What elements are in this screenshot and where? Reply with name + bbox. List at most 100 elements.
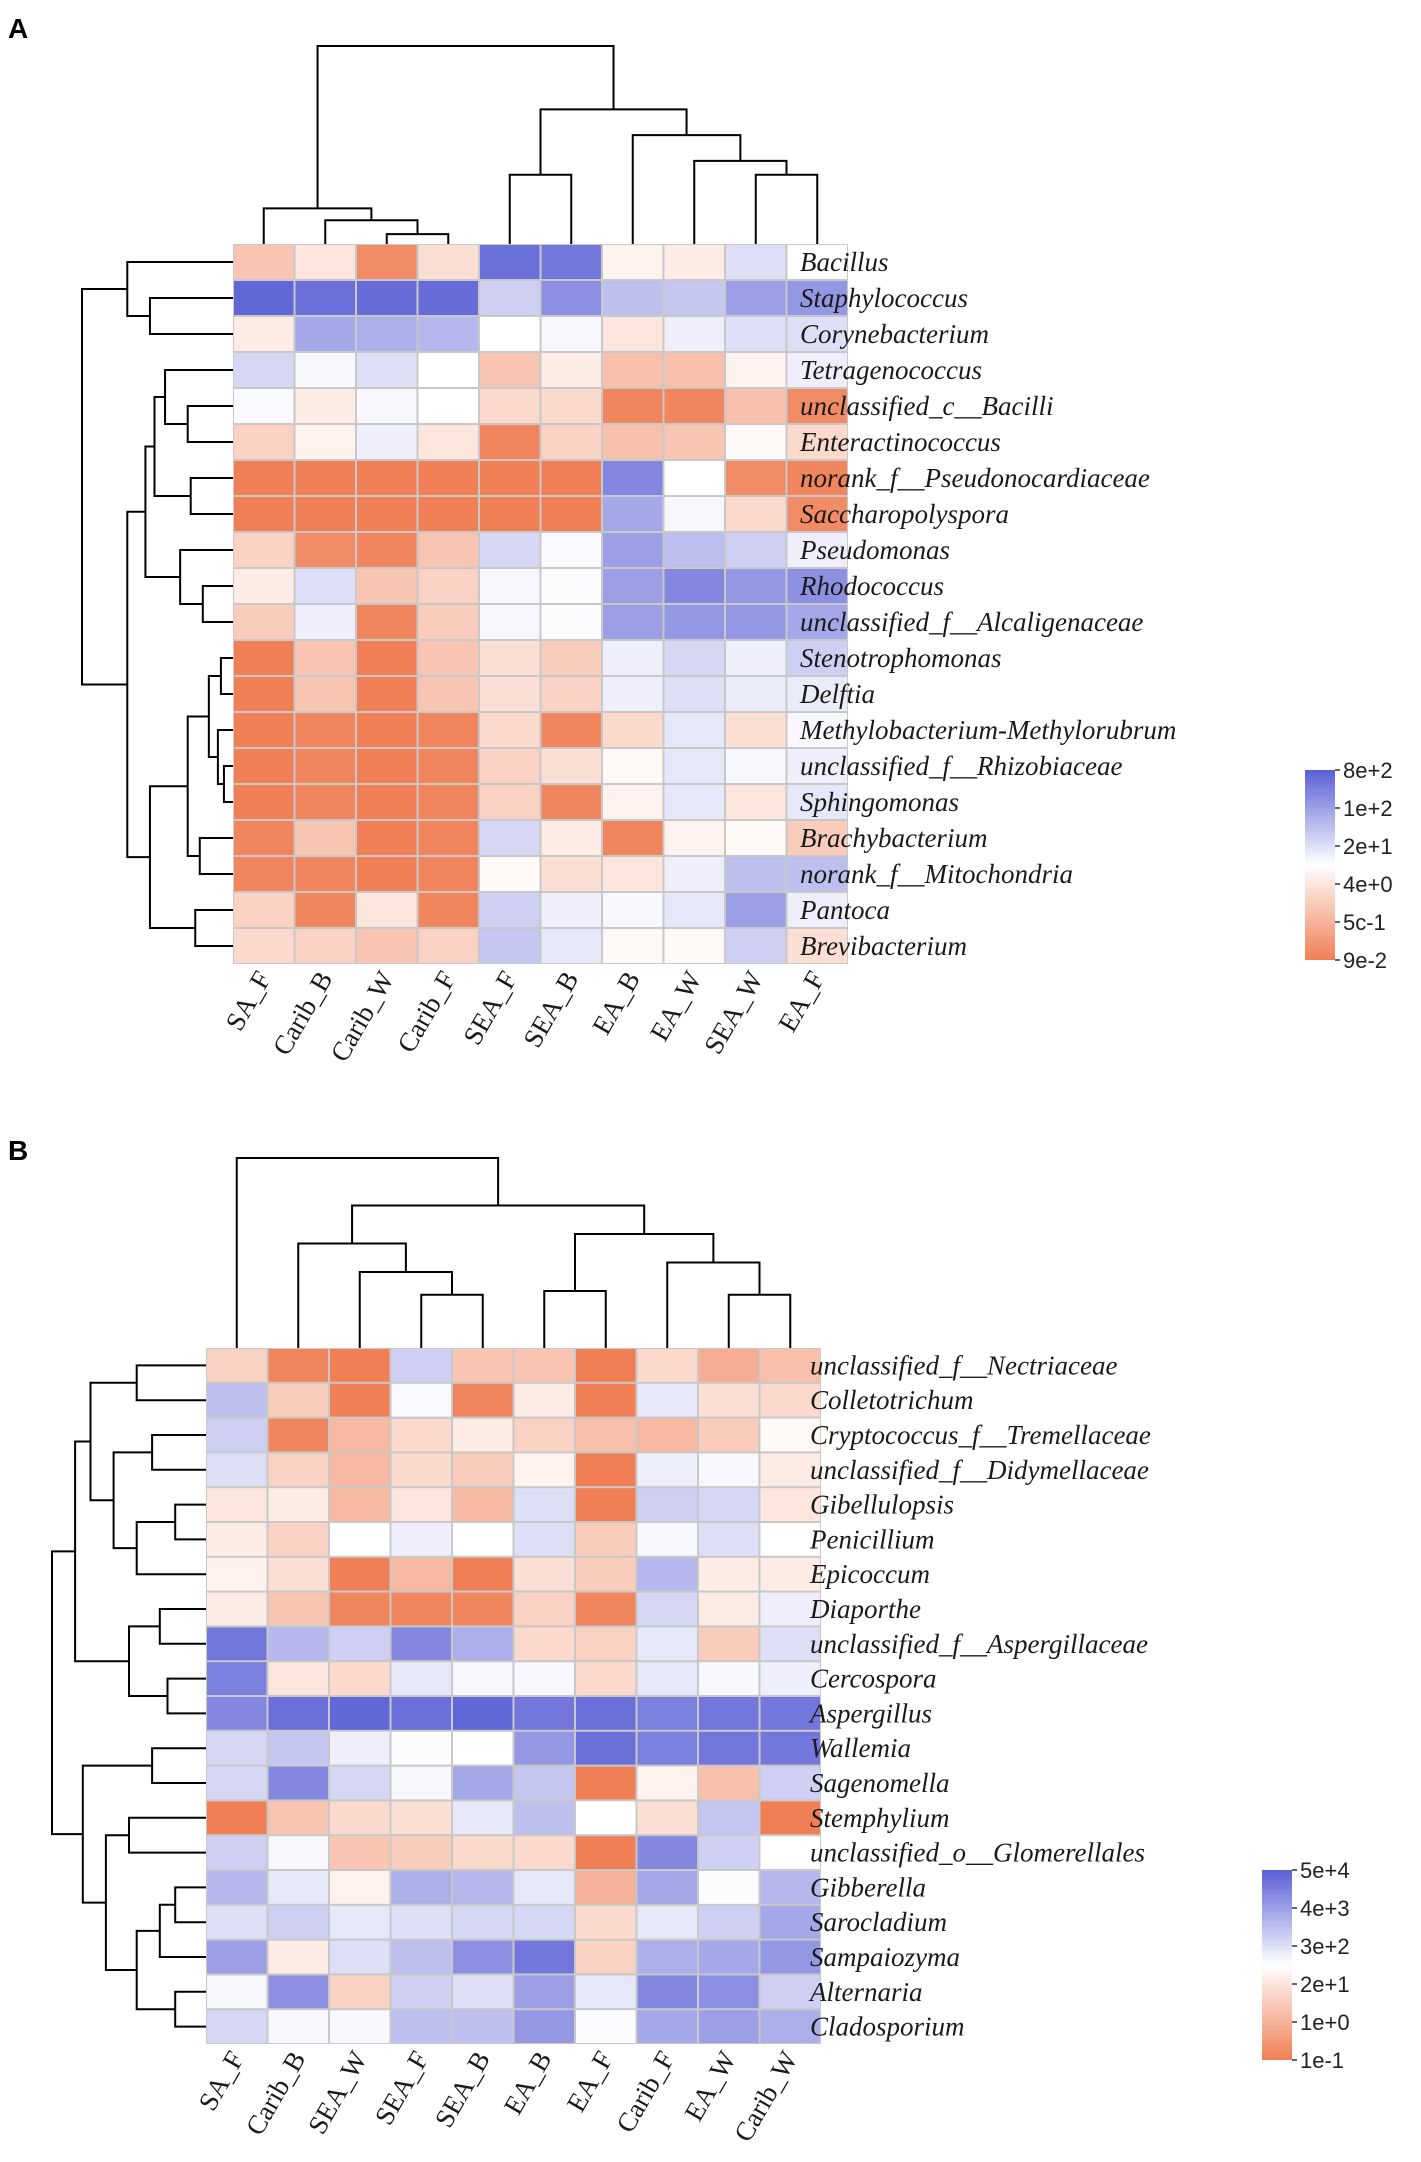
heatmap-cell (418, 857, 478, 891)
heatmap-cell (514, 1418, 574, 1452)
heatmap-background (206, 1348, 821, 2044)
heatmap-cell (603, 749, 663, 783)
heatmap-cell (357, 281, 417, 315)
heatmap-cell (664, 785, 724, 819)
heatmap-cell (637, 1766, 697, 1800)
heatmap-cell (637, 1801, 697, 1835)
heatmap-cell (418, 281, 478, 315)
heatmap-cell (637, 1557, 697, 1591)
heatmap-cell (514, 1940, 574, 1974)
row-label-tetragenococcus: Tetragenococcus (800, 355, 982, 385)
row-dendrogram-branch (151, 1434, 206, 1471)
heatmap-cell (453, 1801, 513, 1835)
heatmap-cell (576, 1453, 636, 1487)
heatmap-cell (699, 1627, 759, 1661)
row-label-delftia: Delftia (799, 679, 875, 709)
column-dendrogram-branch (754, 173, 819, 244)
row-label-alternaria: Alternaria (808, 1977, 923, 2007)
heatmap-cell (330, 1557, 390, 1591)
heatmap-cell (330, 1383, 390, 1417)
heatmap-cell (787, 425, 847, 459)
heatmap-cell (787, 461, 847, 495)
heatmap-cell (268, 1592, 328, 1626)
heatmap-cell (726, 497, 786, 531)
row-label-unclassified-f-didymellaceae: unclassified_f__Didymellaceae (810, 1455, 1149, 1485)
heatmap-cell (514, 1523, 574, 1556)
heatmap-cell (453, 1697, 513, 1730)
heatmap-cell (234, 821, 294, 855)
heatmap-cell (541, 389, 601, 423)
heatmap-cell (234, 569, 294, 603)
heatmap-cell (576, 1871, 636, 1904)
heatmap-cell (664, 533, 724, 567)
heatmap-cell (268, 1766, 328, 1800)
row-dendrogram-branch (153, 396, 191, 497)
heatmap-cell (453, 1523, 513, 1556)
heatmap-cell (207, 1801, 267, 1835)
heatmap-cell (418, 749, 478, 783)
heatmap-cell (603, 929, 663, 963)
heatmap-cell (357, 893, 417, 927)
column-label-ea-b: EA_B (586, 966, 646, 1039)
heatmap-cell (726, 605, 786, 639)
heatmap-cell (726, 677, 786, 711)
heatmap-cell (787, 677, 847, 711)
heatmap-cell (418, 713, 478, 747)
row-dendrogram-branch (148, 297, 233, 335)
row-dendrogram-branch (207, 675, 221, 758)
heatmap-cell (391, 1627, 451, 1661)
heatmap-cell (603, 677, 663, 711)
heatmap-cell (453, 1975, 513, 2009)
heatmap-cell (418, 893, 478, 927)
row-label-norank-f-pseudonocardiaceae: norank_f__Pseudonocardiaceae (800, 463, 1150, 493)
heatmap-cell (418, 605, 478, 639)
row-dendrogram-branch (174, 1990, 206, 2028)
legend-tick-label: 4e+0 (1343, 872, 1393, 897)
heatmap-cell (541, 713, 601, 747)
heatmap-cell (480, 641, 540, 675)
heatmap-cell (664, 425, 724, 459)
heatmap-cell (357, 713, 417, 747)
heatmap-cell (760, 1488, 820, 1521)
heatmap-cell (726, 461, 786, 495)
heatmap-cell (637, 1975, 697, 2009)
heatmap-cell (726, 389, 786, 423)
column-label-carib-f: Carib_F (391, 966, 461, 1058)
heatmap-cell (234, 857, 294, 891)
heatmap-cell (726, 893, 786, 927)
legend-tick-label: 1e+0 (1300, 2010, 1350, 2035)
column-label-sea-f: SEA_F (369, 2046, 435, 2130)
heatmap-cell (726, 425, 786, 459)
heatmap-cell (234, 389, 294, 423)
heatmap-cell (699, 1975, 759, 2009)
row-label-rhodococcus: Rhodococcus (799, 571, 944, 601)
heatmap-cell (787, 641, 847, 675)
row-label-cercospora: Cercospora (810, 1664, 937, 1694)
column-dendrogram-branch (351, 1204, 646, 1244)
heatmap-cell (268, 1836, 328, 1869)
heatmap-cell (760, 1871, 820, 1904)
heatmap-cell (418, 569, 478, 603)
heatmap-cell (453, 1662, 513, 1695)
heatmap-cell (760, 1627, 820, 1661)
row-dendrogram-branch (219, 657, 233, 695)
heatmap-cell (357, 749, 417, 783)
heatmap-cell (664, 461, 724, 495)
heatmap-cell (357, 317, 417, 351)
heatmap-cell (726, 857, 786, 891)
heatmap-cell (330, 1940, 390, 1974)
heatmap-cell (391, 1801, 451, 1835)
heatmap-cell (480, 677, 540, 711)
row-label-epicoccum: Epicoccum (809, 1559, 930, 1589)
row-dendrogram-branch (81, 288, 128, 686)
heatmap-cell (268, 1940, 328, 1974)
heatmap-cell (664, 317, 724, 351)
column-dendrogram-branch (324, 219, 419, 244)
row-label-sarocladium: Sarocladium (810, 1907, 947, 1937)
heatmap-cell (207, 1453, 267, 1487)
heatmap-cell (637, 1905, 697, 1939)
heatmap-cell (207, 1592, 267, 1626)
heatmap-cell (603, 785, 663, 819)
row-dendrogram-branch (158, 1903, 206, 1958)
heatmap-cell (295, 821, 355, 855)
